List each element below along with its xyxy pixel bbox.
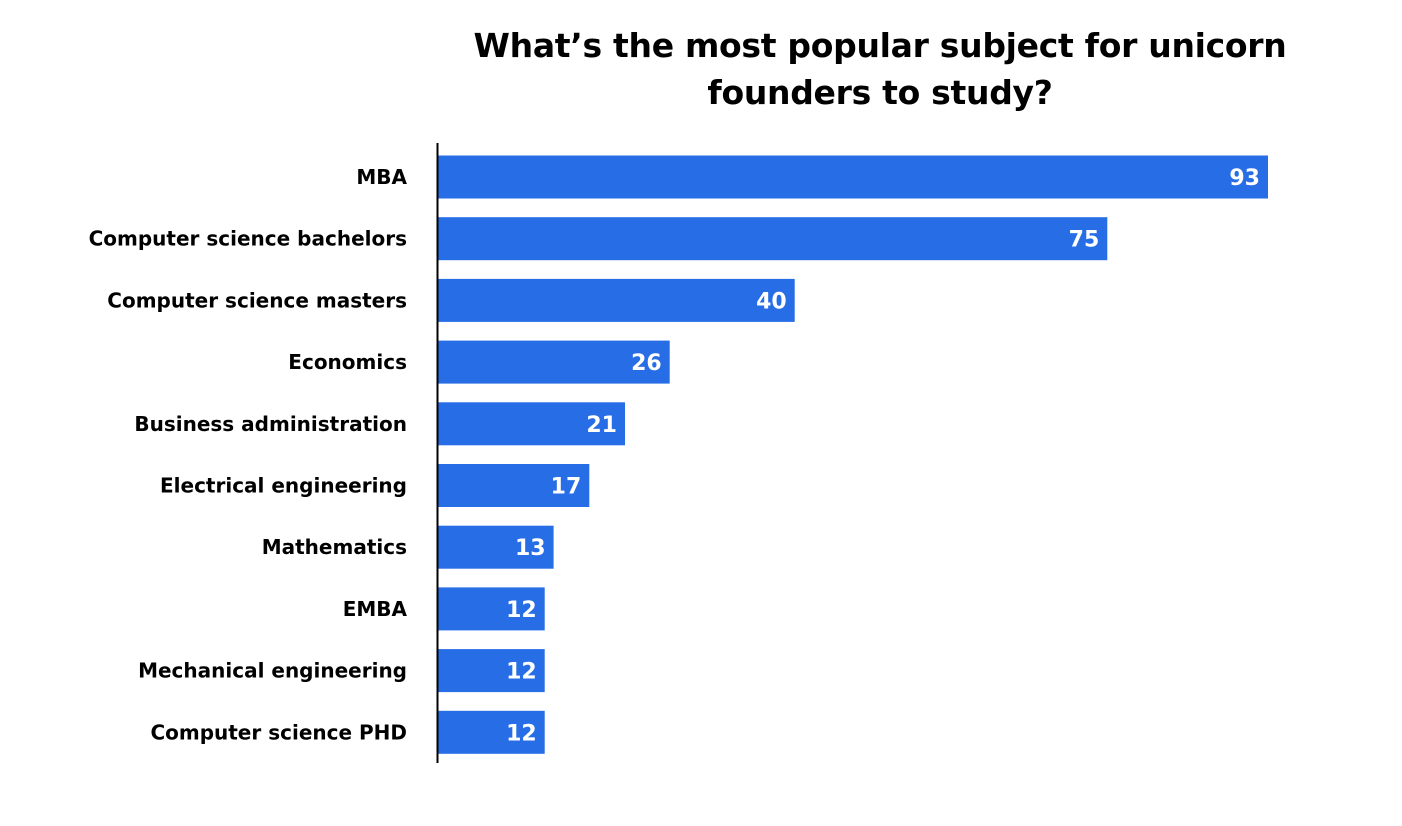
value-label-9: 12: [506, 721, 537, 746]
category-label-9: Computer science PHD: [150, 720, 407, 744]
value-label-8: 12: [506, 660, 537, 685]
category-label-0: MBA: [356, 165, 407, 189]
bar-2: [437, 278, 795, 322]
bar-1: [437, 217, 1108, 261]
value-label-7: 12: [506, 598, 537, 623]
bar-7: [437, 587, 545, 631]
value-label-4: 21: [586, 413, 617, 438]
category-label-1: Computer science bachelors: [89, 227, 407, 251]
value-label-6: 13: [515, 536, 546, 561]
bar-4: [437, 402, 625, 446]
value-label-5: 17: [551, 475, 582, 500]
category-label-8: Mechanical engineering: [138, 659, 407, 683]
chart-title: What’s the most popular subject for unic…: [473, 26, 1287, 112]
bar-3: [437, 340, 670, 384]
bar-5: [437, 464, 590, 507]
category-label-6: Mathematics: [262, 535, 407, 559]
category-label-7: EMBA: [343, 597, 408, 621]
bar-8: [437, 649, 545, 693]
category-label-2: Computer science masters: [107, 288, 407, 312]
bar-0: [437, 155, 1268, 199]
category-label-3: Economics: [288, 350, 407, 374]
category-label-4: Business administration: [134, 412, 407, 436]
category-label-5: Electrical engineering: [160, 474, 407, 498]
value-label-0: 93: [1229, 166, 1260, 191]
value-label-3: 26: [631, 351, 662, 376]
bar-6: [437, 525, 554, 569]
bar-9: [437, 710, 545, 754]
value-label-2: 40: [756, 289, 787, 314]
value-label-1: 75: [1069, 228, 1100, 253]
